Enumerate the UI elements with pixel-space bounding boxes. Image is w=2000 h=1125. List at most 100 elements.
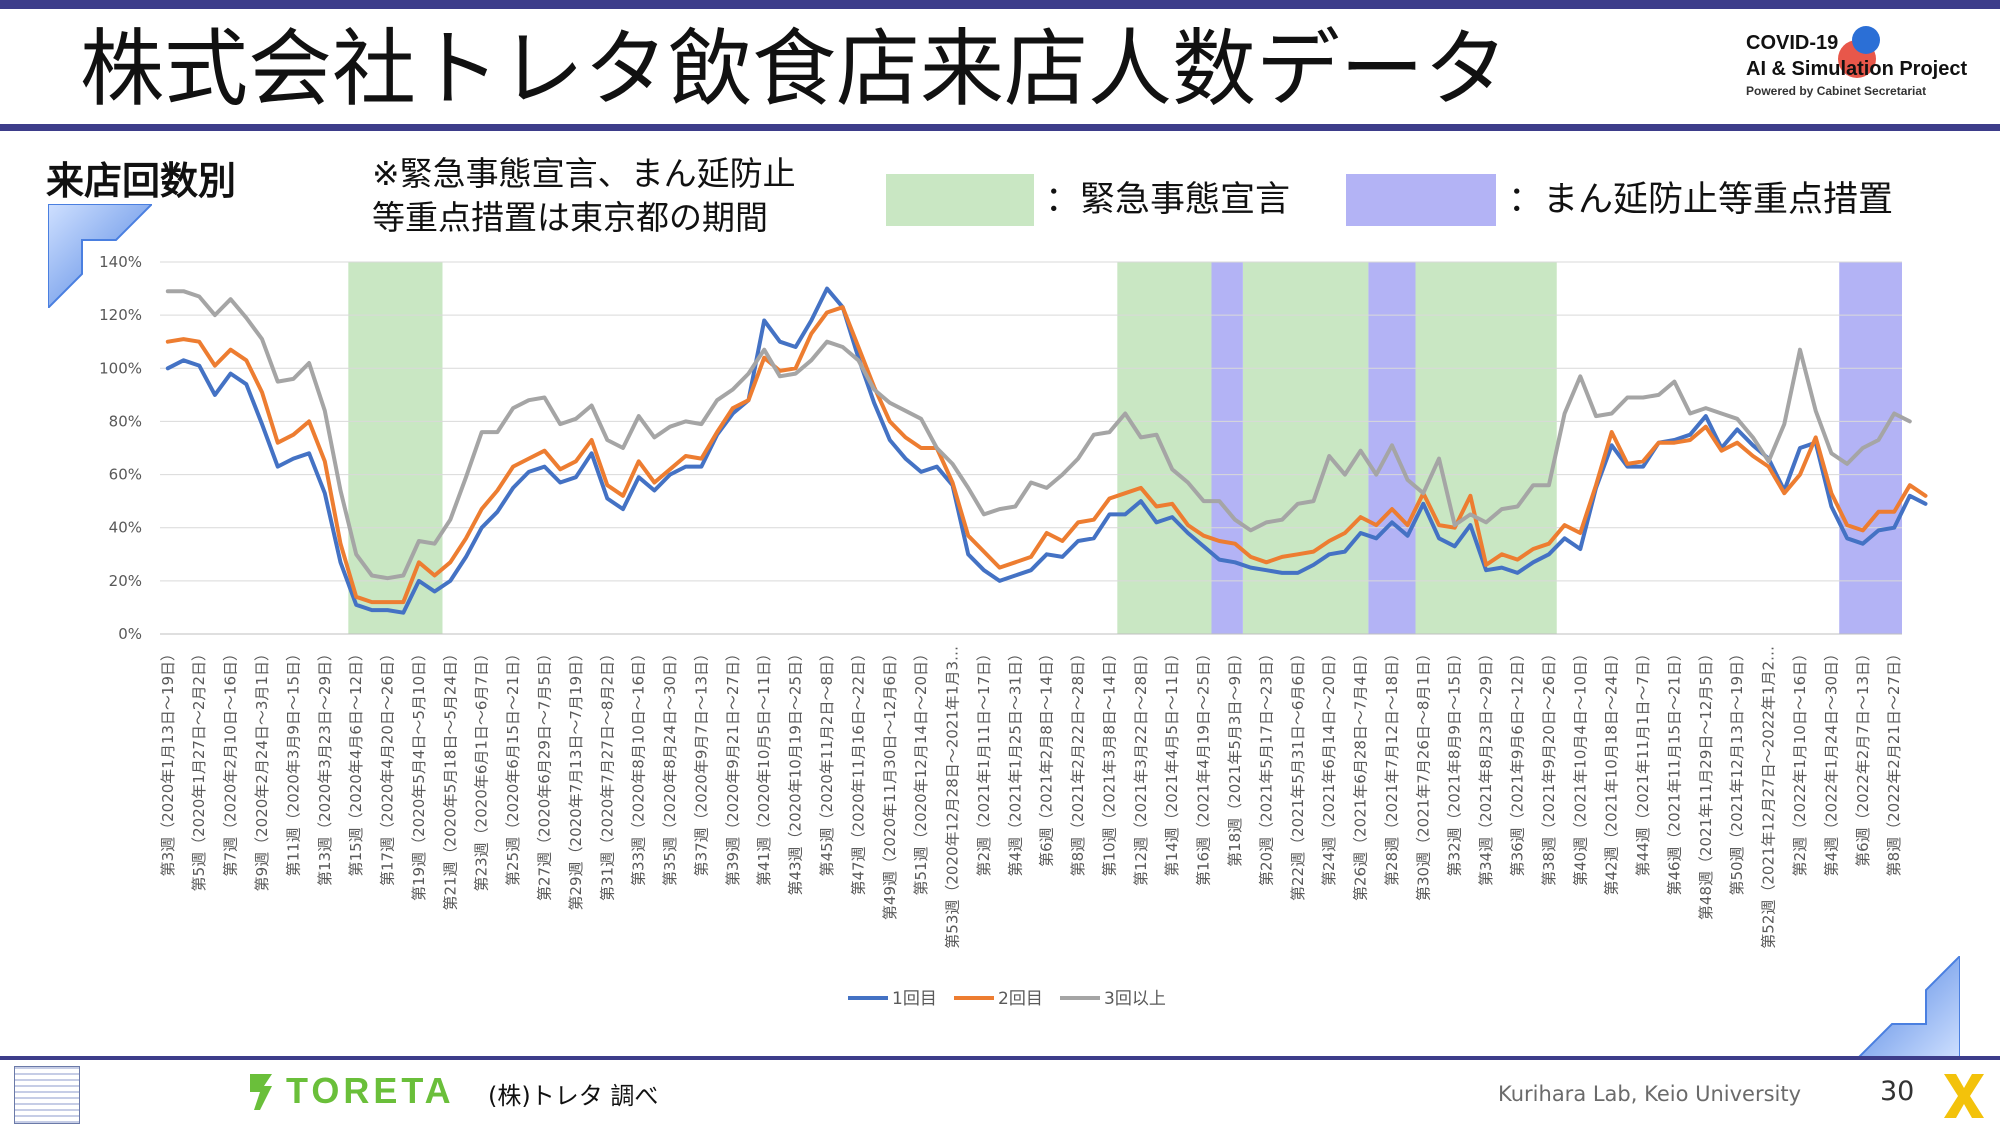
corner-arrow-br-icon [1856,956,1960,1060]
series-line-0 [165,286,1928,615]
priority-period-0 [1211,262,1243,634]
x-tick-label: 第20週（2021年5月17日～23日） [1257,646,1275,886]
toreta-brand: TORETA [286,1070,455,1111]
x-tick-label: 第51週（2020年12月14日～20日） [912,646,930,896]
project-logo: COVID-19 AI & Simulation Project Powered… [1746,30,1986,100]
page-number: 30 [1880,1076,1915,1107]
x-tick-label: 第53週（2020年12月28日～2021年1月3… [944,646,962,949]
x-tick-label: 第7週（2020年2月10日～16日） [222,646,240,876]
x-tick-label: 第8週（2022年2月21日～27日） [1885,646,1903,876]
x-tick-label: 第22週（2021年5月31日～6月6日） [1289,646,1307,901]
legend-label-2: 3回以上 [1104,989,1166,1009]
x-tick-label: 第6週（2022年2月7日～13日） [1854,646,1872,867]
x-tick-label: 第47週（2020年11月16日～22日） [849,646,867,896]
y-tick-label: 20% [109,572,142,590]
x-tick-label: 第3週（2020年1月13日～19日） [159,646,177,876]
x-tick-label: 第13週（2020年3月23日～29日） [316,646,334,886]
x-tick-label: 第43週（2020年10月19日～25日） [787,646,805,896]
toreta-logo-icon [250,1074,272,1110]
x-tick-label: 第17週（2020年4月20日～26日） [379,646,397,886]
slide-title: 株式会社トレタ飲食店来店人数データ [80,20,1509,118]
x-tick-label: 第32週（2021年8月9日～15日） [1446,646,1464,876]
legend-label-0: 1回目 [892,989,937,1009]
x-tick-label: 第35週（2020年8月24日～30日） [661,646,679,886]
x-tick-label: 第52週（2021年12月27日～2022年1月2… [1760,646,1778,949]
x-tick-label: 第39週（2020年9月21日～27日） [724,646,742,886]
x-tick-label: 第34週（2021年8月23日～29日） [1477,646,1495,886]
x-tick-label: 第46週（2021年11月15日～21日） [1665,646,1683,896]
section-label: 来店回数別 [46,159,237,203]
x-tick-label: 第45週（2020年11月2日～8日） [818,646,836,876]
priority-legend-swatch [1346,174,1496,226]
x-tick-label: 第28週（2021年7月12日～18日） [1383,646,1401,886]
lab-credit: Kurihara Lab, Keio University [1498,1082,1802,1106]
x-tick-label: 第19週（2020年5月4日～5月10日） [410,646,428,901]
x-tick-label: 第33週（2020年8月10日～16日） [630,646,648,886]
x-tick-label: 第8週（2021年2月22日～28日） [1069,646,1087,876]
x-tick-label: 第48週（2021年11月29日～12月5日） [1697,646,1715,920]
y-tick-label: 40% [109,519,142,537]
x-tick-label: 第4週（2022年1月24日～30日） [1822,646,1840,876]
logo-blue-dot [1852,26,1880,54]
x-tick-label: 第37週（2020年9月7日～13日） [692,646,710,876]
x-tick-label: 第16週（2021年4月19日～25日） [1195,646,1213,886]
x-tick-label: 第29週（2020年7月13日～7月19日） [567,646,585,911]
x-tick-label: 第50週（2021年12月13日～19日） [1728,646,1746,896]
x-tick-label: 第2週（2022年1月10日～16日） [1791,646,1809,876]
x-tick-label: 第10週（2021年3月8日～14日） [1101,646,1119,876]
x-tick-label: 第41週（2020年10月5日～11日） [755,646,773,886]
x-tick-label: 第40週（2021年10月4日～10日） [1571,646,1589,886]
logo-line-3: Powered by Cabinet Secretariat [1746,84,1927,98]
project-x-icon [1944,1074,1984,1118]
priority-legend-label: ：まん延防止等重点措置 [1508,180,1894,220]
x-tick-label: 第4週（2021年1月25日～31日） [1006,646,1024,876]
x-tick-label: 第24週（2021年6月14日～20日） [1320,646,1338,886]
series-line-1 [165,305,1928,605]
y-tick-label: 120% [99,306,142,324]
x-tick-label: 第14週（2021年4月5日～11日） [1163,646,1181,876]
emergency-period-3 [1415,262,1557,634]
x-tick-label: 第30週（2021年7月26日～8月1日） [1414,646,1432,901]
x-tick-label: 第36週（2021年9月6日～12日） [1509,646,1527,876]
series-line-2 [165,289,1912,581]
period-note: ※緊急事態宣言、まん延防止 等重点措置は東京都の期間 [372,152,796,240]
logo-line-2: AI & Simulation Project [1746,58,1968,80]
x-tick-label: 第27週（2020年6月29日～7月5日） [536,646,554,901]
ai-lab-logo-icon [14,1066,80,1124]
top-accent-bar [0,0,2000,9]
emergency-period-0 [348,262,443,634]
x-tick-label: 第2週（2021年1月11日～17日） [975,646,993,876]
x-tick-label: 第26週（2021年6月28日～7月4日） [1352,646,1370,901]
x-tick-label: 第44週（2021年11月1日～7日） [1634,646,1652,876]
y-tick-label: 100% [99,359,142,377]
y-tick-label: 140% [99,253,142,271]
emergency-legend-label: ：緊急事態宣言 [1045,180,1291,220]
x-tick-label: 第12週（2021年3月22日～28日） [1132,646,1150,886]
x-tick-label: 第11週（2020年3月9日～15日） [284,646,302,876]
emergency-period-1 [1117,262,1228,634]
note-line-1: ※緊急事態宣言、まん延防止 [372,154,796,193]
x-tick-label: 第49週（2020年11月30日～12月6日） [881,646,899,920]
x-tick-label: 第31週（2020年7月27日～8月2日） [598,646,616,901]
priority-period-2 [1839,262,1902,634]
x-tick-label: 第23週（2020年6月1日～6月7日） [473,646,491,891]
y-tick-label: 60% [109,466,142,484]
corner-arrow-icon [48,204,152,308]
x-tick-label: 第5週（2020年1月27日～2月2日） [190,646,208,891]
visitor-line-chart: 0% 20% 40% 60% 80% 100% 120% 140% 第3週（2020年1月13日… [99,253,1928,1009]
x-tick-label: 第21週（2020年5月18日～5月24日） [441,646,459,911]
x-tick-label: 第42週（2021年10月18日～24日） [1603,646,1621,896]
y-tick-label: 80% [109,412,142,430]
logo-line-1: COVID-19 [1746,32,1839,54]
footer-divider [0,1056,2000,1060]
note-line-2: 等重点措置は東京都の期間 [372,198,768,237]
x-tick-label: 第9週（2020年2月24日～3月1日） [253,646,271,891]
x-tick-label: 第18週（2021年5月3日～9日） [1226,646,1244,867]
y-tick-label: 0% [118,625,142,643]
x-tick-label: 第25週（2020年6月15日～21日） [504,646,522,886]
survey-credit: (株)トレタ 調べ [488,1082,659,1110]
x-tick-label: 第6週（2021年2月8日～14日） [1038,646,1056,867]
x-tick-label: 第38週（2021年9月20日～26日） [1540,646,1558,886]
emergency-legend-swatch [886,174,1034,226]
x-tick-label: 第15週（2020年4月6日～12日） [347,646,365,876]
